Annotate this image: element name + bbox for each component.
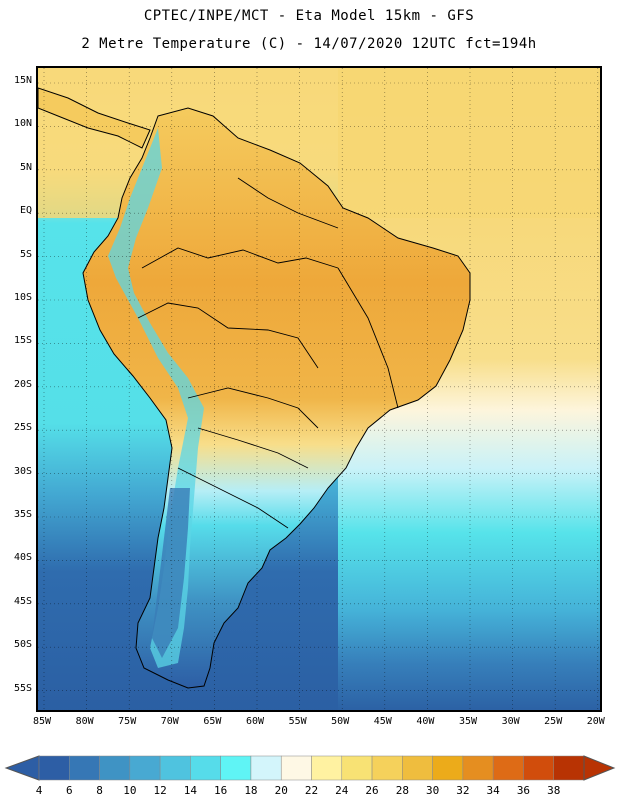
longitude-label: 40W [405, 716, 445, 727]
colorbar-swatch [463, 756, 493, 780]
latitude-label: 30S [0, 466, 32, 478]
colorbar-swatch [69, 756, 99, 780]
colorbar-tick-label: 32 [449, 784, 477, 797]
colorbar-tick-label: 28 [388, 784, 416, 797]
latitude-label: 35S [0, 509, 32, 521]
longitude-label: 75W [107, 716, 147, 727]
colorbar-max-arrow [584, 756, 614, 780]
colorbar-tick-label: 14 [176, 784, 204, 797]
colorbar-tick-label: 38 [540, 784, 568, 797]
latitude-label: 40S [0, 552, 32, 564]
colorbar-swatch [130, 756, 160, 780]
longitude-label: 80W [65, 716, 105, 727]
colorbar-swatch [100, 756, 130, 780]
colorbar-tick-label: 26 [358, 784, 386, 797]
longitude-label: 50W [320, 716, 360, 727]
colorbar-tick-label: 16 [207, 784, 235, 797]
longitude-label: 65W [192, 716, 232, 727]
colorbar-swatch [342, 756, 372, 780]
latitude-label: 25S [0, 422, 32, 434]
latitude-label: 5S [0, 249, 32, 261]
longitude-label: 85W [22, 716, 62, 727]
colorbar-tick-label: 12 [146, 784, 174, 797]
colorbar-tick-label: 22 [298, 784, 326, 797]
colorbar-tick-label: 18 [237, 784, 265, 797]
colorbar-tick-label: 36 [509, 784, 537, 797]
latitude-label: 10S [0, 292, 32, 304]
colorbar-swatch [523, 756, 553, 780]
colorbar-min-arrow [6, 756, 39, 780]
latitude-label: 55S [0, 683, 32, 695]
longitude-label: 70W [150, 716, 190, 727]
longitude-label: 55W [278, 716, 318, 727]
title-line-1: CPTEC/INPE/MCT - Eta Model 15km - GFS [0, 8, 618, 24]
colorbar-tick-label: 4 [25, 784, 53, 797]
colorbar-swatch [372, 756, 402, 780]
colorbar-swatch [433, 756, 463, 780]
latitude-label: 10N [0, 118, 32, 130]
colorbar-swatch [554, 756, 584, 780]
colorbar-tick-label: 8 [86, 784, 114, 797]
colorbar-swatch [493, 756, 523, 780]
latitude-label: 15N [0, 75, 32, 87]
latitude-label: 50S [0, 639, 32, 651]
longitude-label: 60W [235, 716, 275, 727]
latitude-label: 20S [0, 379, 32, 391]
title-line-2: 2 Metre Temperature (C) - 14/07/2020 12U… [0, 36, 618, 52]
colorbar-swatch [251, 756, 281, 780]
temperature-map [38, 68, 602, 712]
colorbar-tick-label: 34 [479, 784, 507, 797]
colorbar-tick-label: 20 [267, 784, 295, 797]
colorbar-tick-label: 24 [328, 784, 356, 797]
colorbar-swatch [190, 756, 220, 780]
colorbar-tick-label: 6 [55, 784, 83, 797]
colorbar-swatch [281, 756, 311, 780]
colorbar-swatch [160, 756, 190, 780]
longitude-label: 30W [491, 716, 531, 727]
longitude-label: 35W [448, 716, 488, 727]
longitude-label: 45W [363, 716, 403, 727]
latitude-label: 45S [0, 596, 32, 608]
colorbar-tick-label: 10 [116, 784, 144, 797]
colorbar-swatch [39, 756, 69, 780]
latitude-label: EQ [0, 205, 32, 217]
latitude-label: 15S [0, 335, 32, 347]
colorbar [0, 748, 618, 788]
map-panel [36, 66, 602, 712]
colorbar-swatch [312, 756, 342, 780]
latitude-label: 5N [0, 162, 32, 174]
longitude-label: 20W [576, 716, 616, 727]
longitude-label: 25W [533, 716, 573, 727]
colorbar-swatch [402, 756, 432, 780]
colorbar-swatch [221, 756, 251, 780]
colorbar-tick-label: 30 [419, 784, 447, 797]
